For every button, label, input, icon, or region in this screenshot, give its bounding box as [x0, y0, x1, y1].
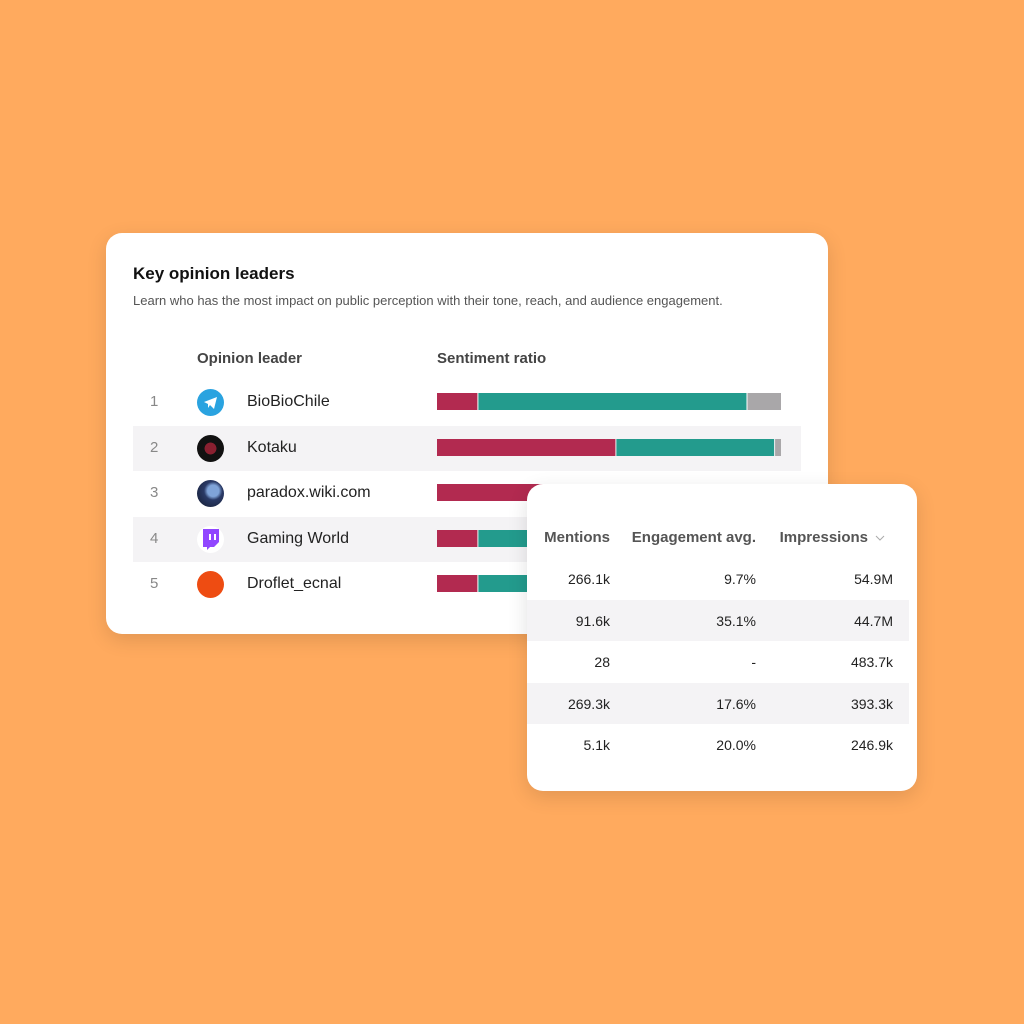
- rank: 4: [150, 529, 159, 547]
- metric-value: -: [751, 654, 756, 670]
- card-subtitle: Learn who has the most impact on public …: [133, 293, 723, 308]
- sentiment-segment: [437, 575, 478, 592]
- leader-name: BioBioChile: [247, 393, 330, 410]
- sort-icon[interactable]: [875, 535, 885, 541]
- leader-name: Droflet_ecnal: [247, 575, 342, 592]
- rank: 5: [150, 575, 159, 592]
- sentiment-segment: [616, 438, 775, 456]
- sentiment-segment: [437, 529, 478, 547]
- sentiment-segment: [747, 393, 781, 410]
- metric-value: 269.3k: [567, 695, 610, 712]
- metric-value: 17.6%: [716, 695, 756, 712]
- card-title: Key opinion leaders: [133, 264, 295, 283]
- column-header: Opinion leader: [197, 350, 303, 367]
- metric-value: 246.9k: [850, 737, 893, 753]
- sentiment-segment: [437, 393, 478, 410]
- avatar: [197, 480, 224, 507]
- metric-value: 5.1k: [583, 737, 610, 753]
- row-stripe: [527, 682, 909, 724]
- avatar: [197, 434, 224, 462]
- metric-value: 9.7%: [724, 571, 756, 587]
- metric-value: 483.7k: [850, 654, 893, 670]
- metric-value: 28: [594, 654, 610, 670]
- row-stripe: [527, 599, 909, 641]
- column-header: Engagement avg.: [631, 529, 756, 546]
- leader-name: Gaming World: [247, 529, 349, 547]
- leader-name: Kotaku: [247, 438, 297, 456]
- sentiment-bar: [437, 438, 781, 456]
- metric-value: 54.9M: [854, 571, 893, 587]
- avatar: [197, 571, 224, 598]
- avatar: [197, 389, 224, 416]
- column-header: Sentiment ratio: [437, 350, 547, 367]
- sentiment-segment: [478, 393, 747, 410]
- metric-value: 44.7M: [854, 612, 893, 629]
- metric-value: 91.6k: [575, 612, 610, 629]
- rank: 2: [150, 438, 159, 456]
- metrics-card: Mentions Engagement avg. Impressions 266.1k…: [527, 484, 917, 791]
- leader-name: paradox.wiki.com: [247, 484, 371, 501]
- column-header: Impressions: [779, 529, 868, 546]
- metric-value: 20.0%: [716, 737, 756, 753]
- sentiment-bar: [437, 393, 781, 410]
- avatar: [197, 525, 224, 553]
- sentiment-segment: [775, 438, 781, 456]
- metric-value: 35.1%: [716, 612, 756, 629]
- sentiment-segment: [437, 438, 616, 456]
- rank: 3: [150, 484, 159, 501]
- metric-value: 266.1k: [567, 571, 610, 587]
- column-header: Mentions: [544, 529, 610, 546]
- metric-value: 393.3k: [850, 695, 893, 712]
- rank: 1: [150, 393, 159, 410]
